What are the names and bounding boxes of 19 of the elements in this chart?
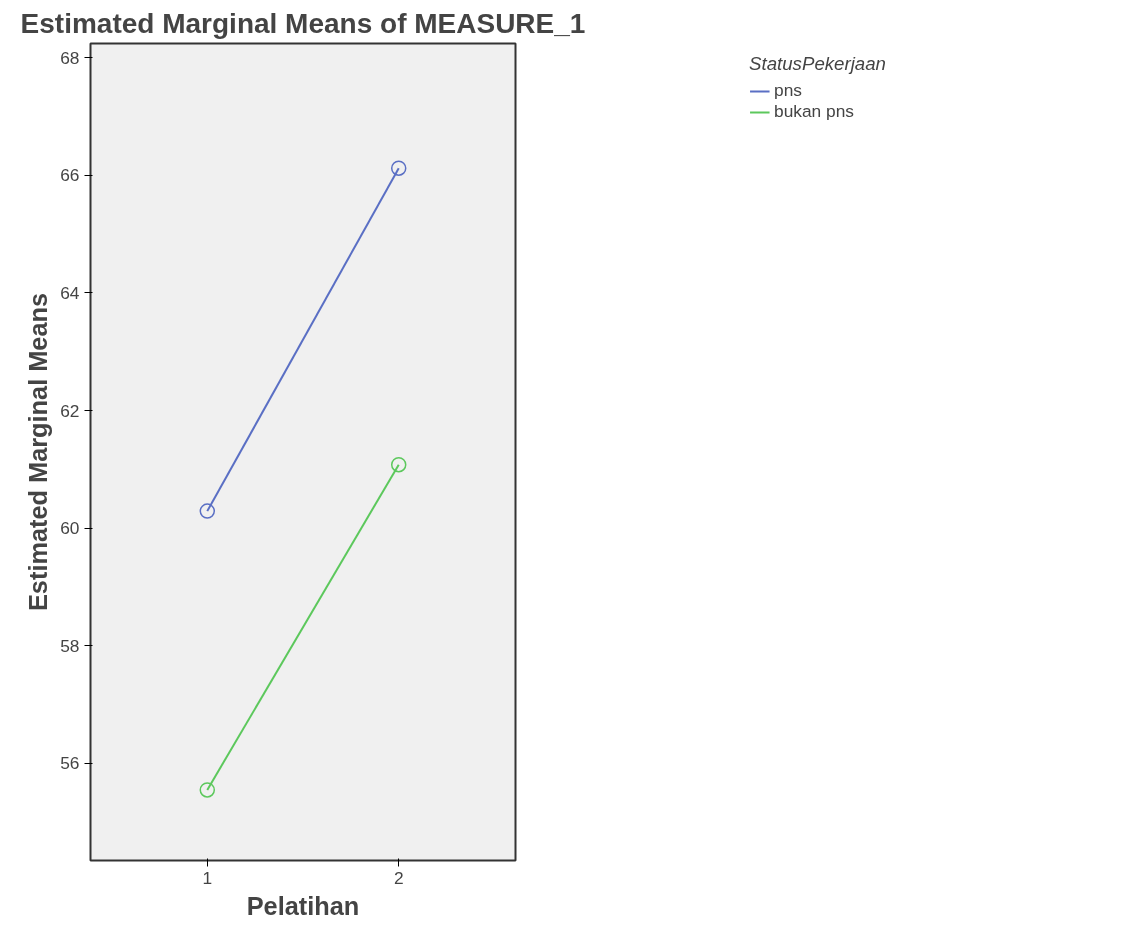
y-tick-label: 68 [60, 47, 80, 68]
y-tick-label: 66 [60, 165, 80, 186]
x-axis-title: Pelatihan [246, 891, 360, 920]
chart-title: Estimated Marginal Means of MEASURE_1 [20, 7, 586, 39]
legend-label: pns [774, 80, 802, 101]
x-tick-label: 1 [202, 867, 213, 888]
legend-title: StatusPekerjaan [749, 53, 886, 75]
y-tick-label: 56 [60, 753, 80, 774]
y-tick-label: 64 [60, 282, 80, 303]
y-tick-label: 60 [60, 518, 80, 539]
point [199, 782, 216, 798]
legend-label: bukan pns [774, 101, 855, 122]
x-tick-label: 2 [393, 867, 404, 888]
y-tick-label: 62 [60, 400, 80, 421]
y-tick-label: 58 [60, 635, 80, 656]
point [390, 456, 407, 473]
y-axis-title: Estimated Marginal Means [24, 292, 53, 612]
point [199, 503, 216, 519]
point [390, 160, 407, 176]
